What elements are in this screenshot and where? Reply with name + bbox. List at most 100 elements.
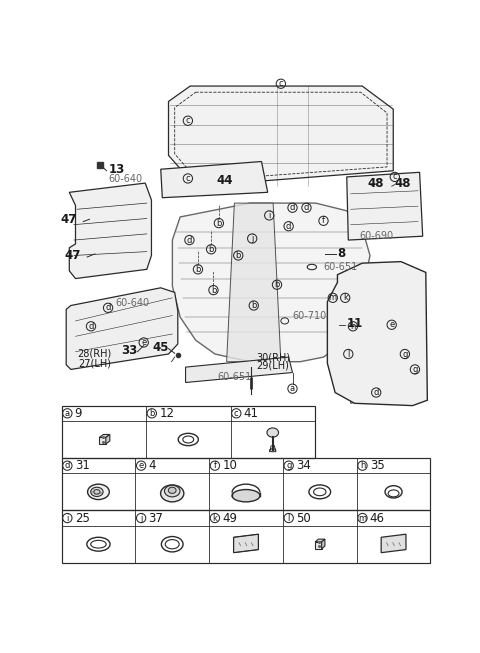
Text: b: b [216, 219, 222, 228]
Text: d: d [106, 304, 111, 312]
Polygon shape [168, 86, 393, 186]
Polygon shape [315, 539, 325, 542]
Polygon shape [315, 542, 322, 549]
Ellipse shape [91, 487, 103, 496]
Polygon shape [381, 534, 406, 552]
Text: j: j [140, 513, 143, 522]
Text: k: k [213, 513, 217, 522]
Text: m: m [329, 293, 337, 302]
Text: b: b [208, 245, 214, 254]
Bar [61, 511, 431, 563]
Text: 29(LH): 29(LH) [256, 360, 289, 370]
Polygon shape [106, 434, 110, 444]
Text: 60-690: 60-690 [359, 231, 393, 241]
Text: 12: 12 [159, 407, 174, 420]
Text: 60-651: 60-651 [324, 262, 358, 272]
Text: f: f [322, 216, 325, 225]
Text: c: c [234, 409, 239, 418]
Text: 28(RH): 28(RH) [78, 348, 112, 358]
Text: 30(RH): 30(RH) [256, 352, 290, 362]
Bar [61, 406, 315, 458]
Text: e: e [141, 338, 146, 347]
Text: 47: 47 [60, 213, 77, 226]
Text: 10: 10 [222, 459, 237, 472]
Text: b: b [149, 409, 155, 418]
Text: c: c [393, 172, 397, 182]
Text: 34: 34 [296, 459, 311, 472]
Text: i: i [268, 211, 270, 220]
Text: 35: 35 [370, 459, 384, 472]
Text: 27(LH): 27(LH) [78, 358, 111, 368]
Text: 25: 25 [75, 511, 90, 524]
Text: l: l [288, 513, 290, 522]
Text: 48: 48 [395, 176, 411, 189]
Text: g: g [412, 365, 418, 374]
Text: 45: 45 [152, 342, 168, 355]
Text: d: d [88, 322, 94, 331]
Ellipse shape [161, 485, 184, 502]
Text: d: d [373, 388, 379, 397]
Polygon shape [322, 539, 325, 549]
Text: b: b [251, 301, 256, 310]
Text: 4: 4 [148, 459, 156, 472]
Polygon shape [186, 357, 292, 383]
Polygon shape [347, 172, 423, 240]
Text: g: g [402, 349, 408, 358]
Text: b: b [236, 251, 241, 260]
Text: d: d [187, 236, 192, 245]
Text: c: c [278, 79, 283, 88]
Text: d: d [290, 203, 295, 212]
Text: g: g [286, 461, 291, 470]
Text: 13: 13 [109, 163, 125, 176]
Polygon shape [327, 262, 427, 406]
Text: d: d [286, 222, 291, 231]
Text: 48: 48 [368, 176, 384, 189]
Ellipse shape [168, 487, 176, 494]
Text: 50: 50 [296, 511, 311, 524]
Text: d: d [65, 461, 70, 470]
Ellipse shape [232, 490, 260, 502]
Polygon shape [161, 161, 268, 198]
Text: l: l [347, 349, 349, 358]
Text: 60-710: 60-710 [292, 311, 327, 321]
Polygon shape [350, 349, 359, 404]
Bar [61, 458, 431, 511]
Text: h: h [360, 461, 365, 470]
Text: 60-640: 60-640 [116, 298, 150, 308]
Polygon shape [335, 272, 418, 349]
Ellipse shape [267, 428, 278, 437]
Ellipse shape [165, 485, 180, 497]
Text: 37: 37 [148, 511, 163, 524]
Text: 41: 41 [244, 407, 259, 420]
Text: b: b [211, 285, 216, 295]
Polygon shape [69, 183, 152, 279]
Text: b: b [195, 265, 201, 274]
Text: 9: 9 [75, 407, 82, 420]
Text: 46: 46 [370, 511, 385, 524]
Text: a: a [290, 384, 295, 393]
Polygon shape [234, 534, 258, 552]
Polygon shape [172, 203, 370, 362]
Text: m: m [359, 513, 367, 522]
Text: j: j [251, 234, 253, 243]
Ellipse shape [270, 449, 276, 452]
Text: d: d [304, 203, 309, 212]
Text: e: e [389, 320, 395, 329]
Text: 11: 11 [347, 317, 363, 330]
Text: 33: 33 [121, 344, 137, 357]
Text: b: b [274, 280, 280, 289]
Text: h: h [350, 322, 356, 331]
Text: a: a [65, 409, 70, 418]
Text: 60-640: 60-640 [109, 174, 143, 184]
Polygon shape [99, 434, 110, 438]
Ellipse shape [94, 490, 100, 494]
Polygon shape [66, 288, 178, 370]
Polygon shape [227, 203, 281, 362]
Text: e: e [139, 461, 144, 470]
Text: i: i [66, 513, 69, 522]
Polygon shape [99, 438, 106, 444]
Text: 31: 31 [75, 459, 90, 472]
Text: c: c [186, 116, 190, 125]
Ellipse shape [87, 484, 109, 500]
Text: k: k [343, 293, 348, 302]
